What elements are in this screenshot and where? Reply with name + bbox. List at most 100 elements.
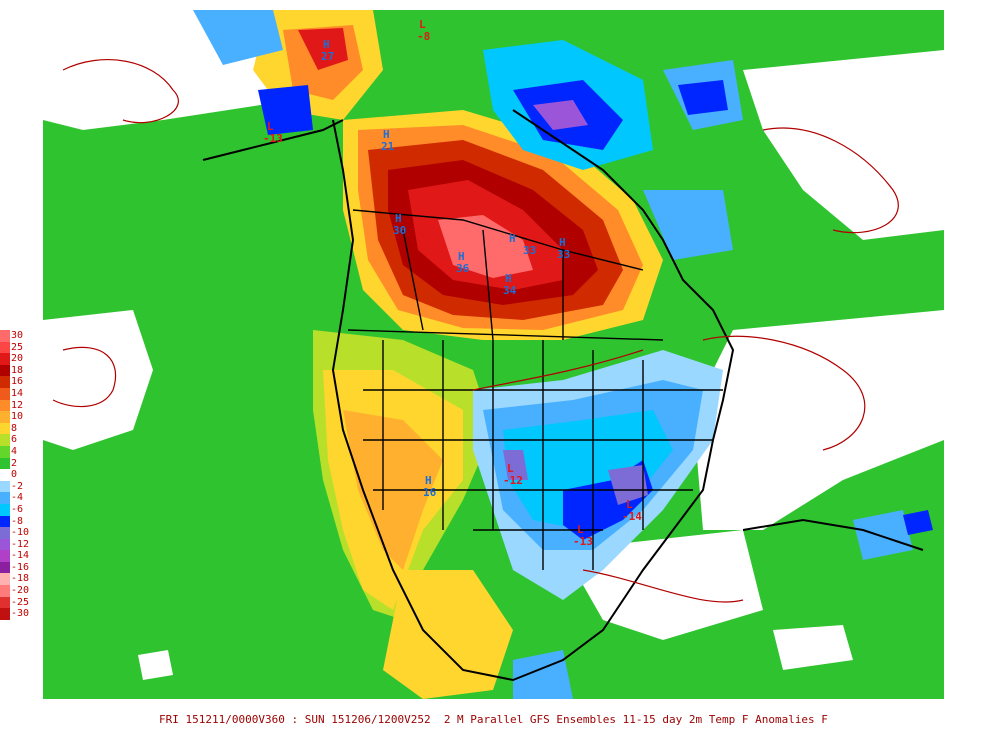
h-value: 36 <box>456 262 470 275</box>
h-marker: H <box>425 474 432 487</box>
legend-row: 16 <box>0 376 40 388</box>
legend-swatch <box>0 469 10 481</box>
legend-swatch <box>0 585 10 597</box>
arctic-cold-purple <box>533 100 588 130</box>
legend-swatch <box>0 341 10 354</box>
legend-swatch <box>0 527 10 539</box>
legend-row: 20 <box>0 353 40 365</box>
legend-row: -20 <box>0 585 40 597</box>
legend-label: -25 <box>11 596 30 608</box>
alaska-warm-red <box>298 28 348 70</box>
legend-row: 10 <box>0 411 40 423</box>
map-canvas: H 33 H 36 H 34 H 30 H 33 H 21 L -13 L -1… <box>43 10 944 699</box>
coastlines <box>202 109 924 682</box>
legend-row: 4 <box>0 445 40 458</box>
legend-label: 4 <box>11 445 18 457</box>
zero-contours <box>52 59 899 603</box>
legend-label: 25 <box>11 341 24 353</box>
l-value: -13 <box>573 535 593 548</box>
caribbean-coast <box>742 518 924 551</box>
legend-swatch <box>0 364 10 377</box>
legend-row: 18 <box>0 364 40 377</box>
border-us-canada <box>347 329 664 341</box>
legend-swatch <box>0 387 10 400</box>
legend-label: 12 <box>11 399 24 411</box>
atlantic-cold-core <box>903 510 933 535</box>
legend-row: -10 <box>0 527 40 539</box>
contour-3 <box>762 127 899 234</box>
h-marker: H <box>395 212 402 225</box>
legend-row: -14 <box>0 550 40 562</box>
contour-1 <box>62 59 179 124</box>
l-value: -12 <box>503 474 523 487</box>
political-borders <box>347 209 723 570</box>
h-value: 30 <box>393 224 406 237</box>
legend-row: 0 <box>0 469 40 481</box>
l-value: -13 <box>263 132 283 145</box>
cold-core-purple <box>608 465 648 505</box>
legend-label: -10 <box>11 527 30 539</box>
legend-label: -14 <box>11 550 30 562</box>
legend-swatch <box>0 550 10 562</box>
legend-label: 8 <box>11 422 18 434</box>
alaska-coast <box>202 119 344 161</box>
legend-row: 14 <box>0 387 40 400</box>
labrador-cold <box>643 190 733 260</box>
legend-label: 16 <box>11 376 24 388</box>
white-zone-small <box>138 650 173 680</box>
legend-label: 20 <box>11 353 24 365</box>
province-line-1 <box>402 229 424 331</box>
l-marker: L <box>577 523 584 536</box>
temperature-anomaly-map: H 33 H 36 H 34 H 30 H 33 H 21 L -13 L -1… <box>43 10 944 699</box>
legend-row: -4 <box>0 492 40 504</box>
legend-swatch <box>0 561 10 574</box>
legend-swatch <box>0 399 10 412</box>
legend-row: 25 <box>0 341 40 354</box>
legend-label: -18 <box>11 573 30 585</box>
legend-swatch <box>0 457 10 470</box>
legend-swatch <box>0 434 10 446</box>
l-value: -8 <box>417 30 430 43</box>
legend-swatch <box>0 503 10 516</box>
legend-swatch <box>0 573 10 586</box>
l-marker: L <box>507 462 514 475</box>
l-marker: L <box>267 120 274 133</box>
province-line-2 <box>482 229 494 341</box>
legend-label: -2 <box>11 480 24 492</box>
warm-core-pink <box>438 215 533 278</box>
greenland-cold-core <box>678 80 728 115</box>
legend-label: -8 <box>11 515 24 527</box>
legend-swatch <box>0 330 10 342</box>
h-marker: H <box>559 236 566 249</box>
continent-outline <box>331 109 735 682</box>
cold-oklahoma <box>503 450 528 480</box>
legend-label: 14 <box>11 387 24 399</box>
legend-swatch <box>0 422 10 435</box>
legend-row: -6 <box>0 503 40 516</box>
legend-swatch <box>0 608 10 620</box>
legend-row: -30 <box>0 608 40 620</box>
l-value: -14 <box>622 510 642 523</box>
contour-2 <box>52 346 117 408</box>
legend-swatch <box>0 353 10 365</box>
legend-swatch <box>0 480 10 493</box>
legend-label: -6 <box>11 503 24 515</box>
legend-label: -12 <box>11 538 30 550</box>
legend-label: -30 <box>11 608 30 620</box>
border-canada-north <box>352 209 644 271</box>
legend-swatch <box>0 445 10 458</box>
map-caption: FRI 151211/0000V360 : SUN 151206/1200V25… <box>159 713 828 726</box>
legend-row: 8 <box>0 422 40 435</box>
legend-label: 6 <box>11 434 18 446</box>
contour-4 <box>702 335 866 451</box>
l-marker: L <box>419 18 426 31</box>
h-value: 27 <box>321 50 334 63</box>
legend-row: -12 <box>0 538 40 551</box>
legend-label: 0 <box>11 469 18 481</box>
h-marker: H <box>323 38 330 51</box>
white-zone-caribbean <box>773 625 853 670</box>
legend-swatch <box>0 376 10 388</box>
legend-row: -25 <box>0 596 40 609</box>
legend-label: -16 <box>11 561 30 573</box>
h-marker: H <box>383 128 390 141</box>
